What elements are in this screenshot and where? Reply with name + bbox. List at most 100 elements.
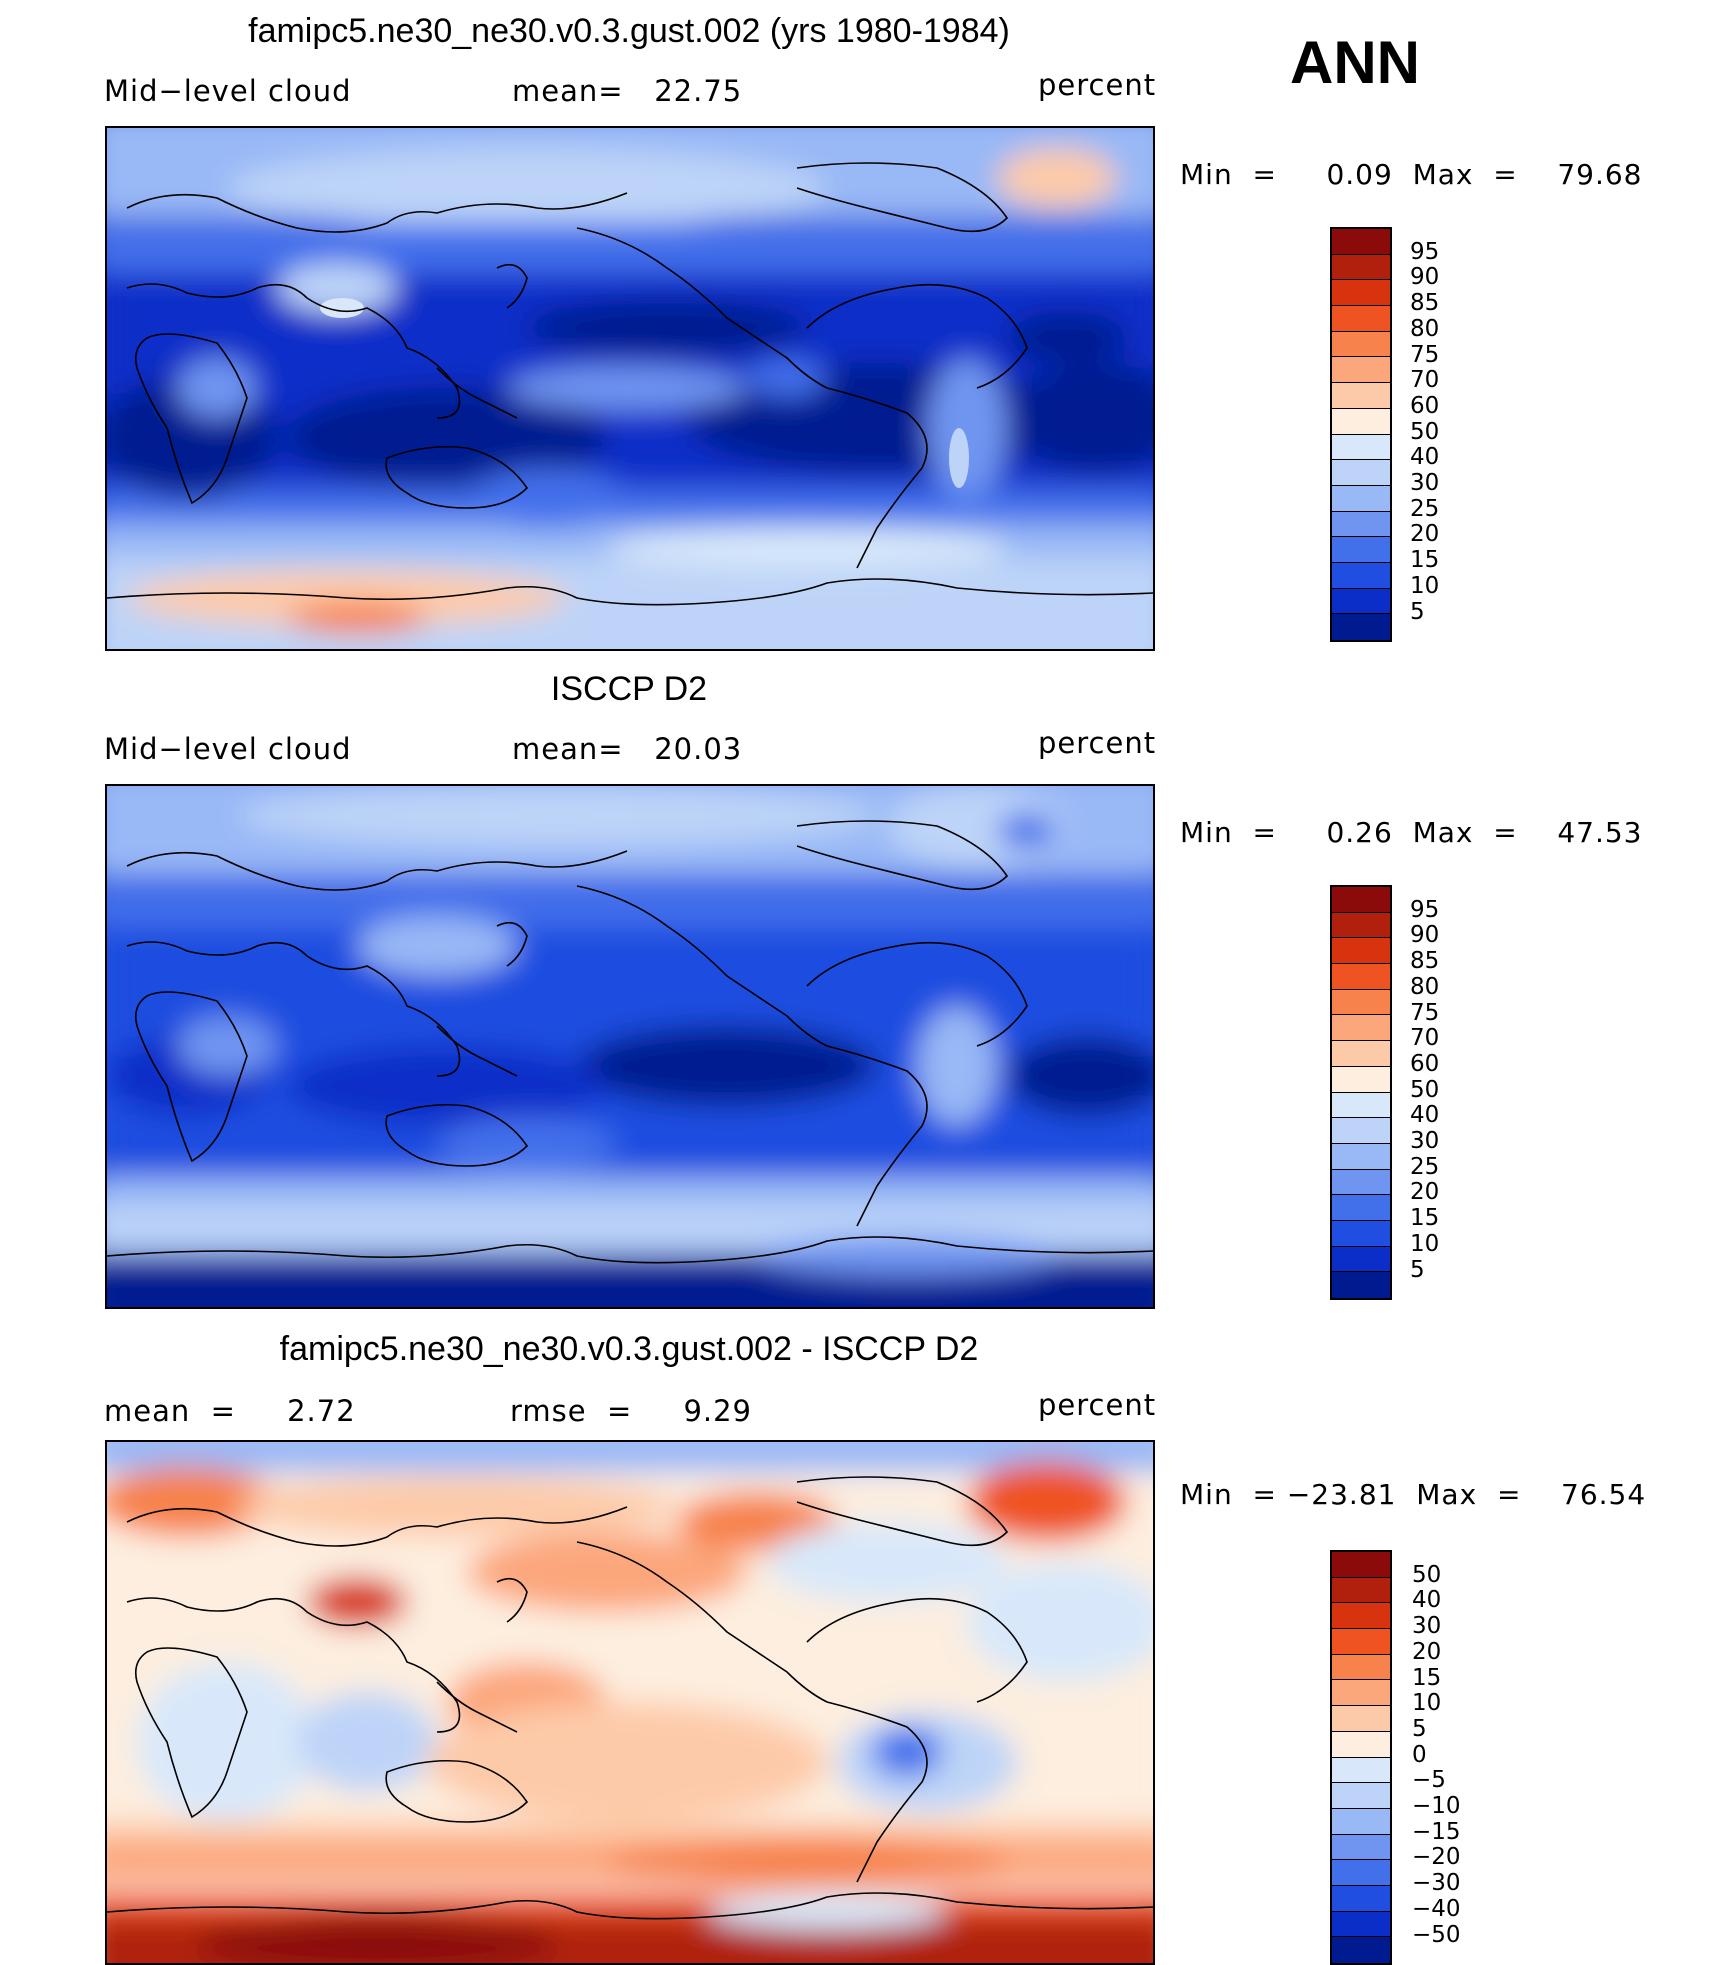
colorbar-cell [1332,1603,1390,1630]
panel-2-mean-label: mean= 20.03 [512,732,743,766]
colorbar-label: 30 [1412,1613,1442,1640]
colorbar-label: −40 [1412,1895,1461,1922]
colorbar-cell [1332,229,1390,255]
colorbar-label: 20 [1410,1179,1440,1206]
panel-1-units-label: percent [1038,68,1157,102]
colorbar-label: 15 [1410,547,1440,574]
colorbar-cell [1332,1195,1390,1221]
panel-2-variable-label: Mid−level cloud [104,732,352,766]
colorbar-label: 15 [1412,1664,1442,1691]
colorbar-label: 80 [1410,315,1440,342]
colorbar-label: 90 [1410,264,1440,291]
colorbar-cell [1332,1577,1390,1604]
panel-2-colorbar [1330,885,1392,1300]
colorbar-cell [1332,1272,1390,1298]
colorbar-cell [1332,1911,1390,1938]
colorbar-cell [1332,537,1390,563]
colorbar-label: 70 [1410,367,1440,394]
colorbar-cell [1332,511,1390,538]
panel-1-variable-label: Mid−level cloud [104,74,352,108]
colorbar-cell [1332,460,1390,486]
colorbar-cell [1332,485,1390,512]
colorbar-cell [1332,964,1390,990]
panel-3-mean-label: mean = 2.72 [104,1394,356,1428]
colorbar-label: −20 [1412,1844,1461,1871]
colorbar-label: 30 [1410,470,1440,496]
colorbar-label: −30 [1412,1870,1461,1897]
colorbar-label: 10 [1412,1690,1442,1717]
colorbar-label: 95 [1410,896,1440,923]
colorbar-cell [1332,331,1390,358]
colorbar-cell [1332,280,1390,307]
panel-2-minmax: Min = 0.26 Max = 47.53 [1180,816,1643,849]
colorbar-label: 25 [1410,495,1440,522]
colorbar-cell [1332,938,1390,965]
colorbar-cell [1332,588,1390,615]
colorbar-label: 50 [1410,1076,1440,1103]
panel-1-colorbar [1330,227,1392,642]
colorbar-cell [1332,1680,1390,1707]
colorbar-label: 60 [1410,1050,1440,1077]
colorbar-cell [1332,1731,1390,1758]
colorbar-cell [1332,887,1390,913]
colorbar-label: −50 [1412,1921,1461,1948]
colorbar-cell [1332,614,1390,640]
panel-3-minmax: Min = −23.81 Max = 76.54 [1180,1478,1647,1511]
colorbar-cell [1332,1041,1390,1067]
colorbar-label: 50 [1412,1561,1442,1588]
colorbar-cell [1332,1552,1390,1578]
colorbar-cell [1332,434,1390,461]
colorbar-cell [1332,1169,1390,1196]
colorbar-cell [1332,254,1390,281]
colorbar-cell [1332,1143,1390,1170]
colorbar-label: 85 [1410,948,1440,975]
colorbar-label: 5 [1410,598,1425,625]
colorbar-cell [1332,1937,1390,1963]
colorbar-label: 25 [1410,1153,1440,1180]
colorbar-cell [1332,1220,1390,1247]
colorbar-label: 70 [1410,1025,1440,1052]
colorbar-label: 40 [1412,1587,1442,1614]
colorbar-cell [1332,408,1390,435]
colorbar-cell [1332,1808,1390,1835]
colorbar-label: 10 [1410,1230,1440,1257]
panel-1-map [105,126,1155,651]
colorbar-cell [1332,1015,1390,1042]
colorbar-label: 5 [1412,1715,1427,1742]
colorbar-label: −15 [1412,1818,1461,1845]
colorbar-cell [1332,1092,1390,1119]
colorbar-label: 75 [1410,341,1440,368]
colorbar-cell [1332,1885,1390,1912]
colorbar-cell [1332,1757,1390,1784]
colorbar-cell [1332,1066,1390,1093]
colorbar-cell [1332,1654,1390,1681]
colorbar-cell [1332,1246,1390,1273]
panel-1-mean-label: mean= 22.75 [512,74,743,108]
colorbar-label: 85 [1410,290,1440,317]
colorbar-label: −10 [1412,1793,1461,1819]
panel-3-rmse-label: rmse = 9.29 [510,1394,753,1428]
colorbar-label: 50 [1410,418,1440,445]
panel-2-title: ISCCP D2 [550,670,708,708]
colorbar-label: 10 [1410,572,1440,599]
colorbar-label: 90 [1410,922,1440,949]
colorbar-label: 40 [1410,1102,1440,1129]
colorbar-label: 80 [1410,973,1440,1000]
colorbar-label: 20 [1410,521,1440,548]
colorbar-cell [1332,1860,1390,1886]
colorbar-label: 95 [1410,238,1440,265]
colorbar-label: 30 [1410,1128,1440,1154]
colorbar-label: −5 [1412,1767,1446,1794]
colorbar-cell [1332,562,1390,589]
colorbar-cell [1332,912,1390,939]
colorbar-cell [1332,383,1390,409]
panel-2-map [105,784,1155,1309]
colorbar-cell [1332,1629,1390,1655]
colorbar-cell [1332,1783,1390,1809]
colorbar-cell [1332,1706,1390,1732]
panel-2-units-label: percent [1038,726,1157,760]
panel-3-title: famipc5.ne30_ne30.v0.3.gust.002 - ISCCP … [279,1330,979,1368]
colorbar-cell [1332,1118,1390,1144]
colorbar-label: 15 [1410,1205,1440,1232]
season-title: ANN [1290,29,1420,96]
